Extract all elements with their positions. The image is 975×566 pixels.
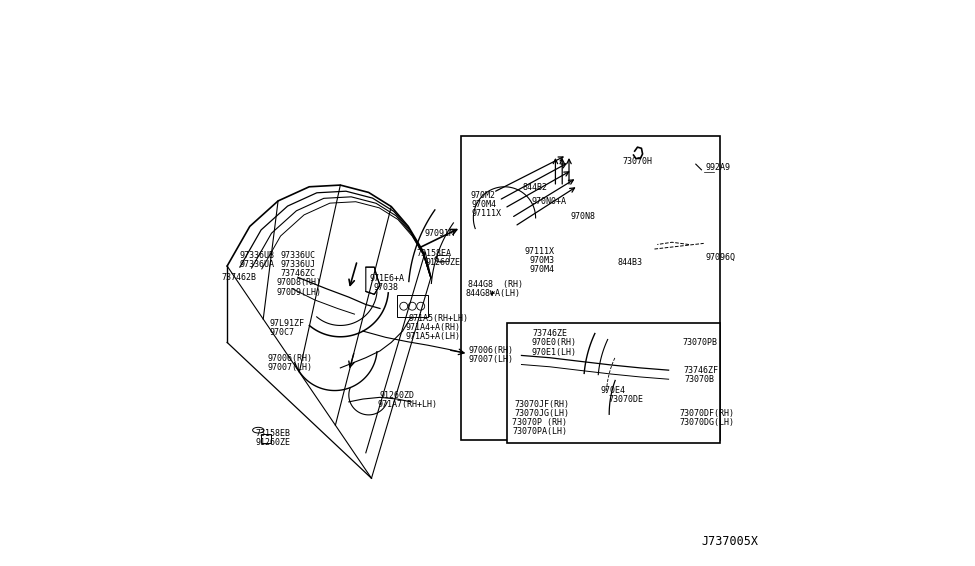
Bar xyxy=(531,355,540,362)
Text: 97111X: 97111X xyxy=(525,247,555,256)
Bar xyxy=(692,237,714,253)
Text: 970E4: 970E4 xyxy=(601,386,626,395)
Text: 970C7: 970C7 xyxy=(270,328,294,337)
Text: 97006(RH): 97006(RH) xyxy=(268,354,313,363)
Text: 970E1(LH): 970E1(LH) xyxy=(531,348,576,357)
Bar xyxy=(488,277,503,289)
Text: 73070B: 73070B xyxy=(684,375,715,384)
Text: 97006(RH): 97006(RH) xyxy=(468,346,513,355)
Bar xyxy=(706,152,713,155)
Text: 970E0(RH): 970E0(RH) xyxy=(531,338,576,348)
Bar xyxy=(261,434,271,443)
Text: 73070DG(LH): 73070DG(LH) xyxy=(680,418,735,427)
Bar xyxy=(680,375,703,381)
Text: 970M2: 970M2 xyxy=(471,191,495,200)
Text: 970N8: 970N8 xyxy=(570,212,595,221)
Text: 73070PA(LH): 73070PA(LH) xyxy=(513,427,567,436)
Text: 844B3: 844B3 xyxy=(618,258,643,267)
Text: 97L91ZF: 97L91ZF xyxy=(270,319,304,328)
Polygon shape xyxy=(366,267,380,294)
Text: 970D8(RH): 970D8(RH) xyxy=(277,278,322,288)
Text: 970M4: 970M4 xyxy=(529,265,555,274)
Ellipse shape xyxy=(523,201,539,211)
Text: 73070P (RH): 73070P (RH) xyxy=(513,418,567,427)
Ellipse shape xyxy=(435,255,448,262)
Text: 97038: 97038 xyxy=(373,283,398,292)
Text: 91260ZD: 91260ZD xyxy=(380,391,415,400)
Polygon shape xyxy=(701,155,717,182)
Text: 73158EB: 73158EB xyxy=(255,429,291,438)
Text: 992A9: 992A9 xyxy=(706,163,731,172)
Text: 97336UB: 97336UB xyxy=(240,251,275,260)
Bar xyxy=(507,323,720,443)
Text: 970N0+A: 970N0+A xyxy=(531,197,566,206)
Text: 73746ZE: 73746ZE xyxy=(532,329,567,338)
Text: 844G8+A(LH): 844G8+A(LH) xyxy=(466,289,521,298)
Text: 73070PB: 73070PB xyxy=(682,338,718,348)
Text: 73158EA: 73158EA xyxy=(416,249,451,258)
Ellipse shape xyxy=(682,366,695,372)
Text: 970M4: 970M4 xyxy=(472,200,496,209)
Ellipse shape xyxy=(685,341,699,349)
Bar xyxy=(465,192,479,199)
Text: 73070H: 73070H xyxy=(622,157,652,166)
Bar xyxy=(657,375,691,404)
Text: 73070JF(RH): 73070JF(RH) xyxy=(514,400,569,409)
Text: 844G8  (RH): 844G8 (RH) xyxy=(468,280,524,289)
Text: 91260ZE: 91260ZE xyxy=(255,438,291,447)
Bar xyxy=(466,201,478,207)
Text: 73746ZF: 73746ZF xyxy=(683,366,719,375)
Bar xyxy=(560,360,568,367)
Text: 91260ZE: 91260ZE xyxy=(425,258,460,267)
Bar xyxy=(545,359,555,366)
Bar xyxy=(622,239,649,260)
Text: 97111X: 97111X xyxy=(472,209,502,218)
Text: 971A5(RH+LH): 971A5(RH+LH) xyxy=(409,314,468,323)
Text: 97336UA: 97336UA xyxy=(240,260,275,269)
Text: J737005X: J737005X xyxy=(701,535,758,548)
Text: 971E6+A: 971E6+A xyxy=(370,274,405,283)
Text: 97336UC: 97336UC xyxy=(281,251,316,260)
Text: 97007(LH): 97007(LH) xyxy=(268,363,313,372)
Text: 97091M: 97091M xyxy=(424,229,454,238)
Text: 971A7(RH+LH): 971A7(RH+LH) xyxy=(377,400,437,409)
Text: 73070DF(RH): 73070DF(RH) xyxy=(680,409,735,418)
Bar xyxy=(598,387,609,395)
Bar xyxy=(397,295,428,317)
Text: 971A5+A(LH): 971A5+A(LH) xyxy=(406,332,461,341)
Text: 844B2: 844B2 xyxy=(523,183,548,192)
Bar xyxy=(662,378,686,401)
Text: 971A4+A(RH): 971A4+A(RH) xyxy=(406,323,461,332)
Bar xyxy=(437,255,449,261)
Text: 73746ZC: 73746ZC xyxy=(281,269,316,278)
Text: 73070DE: 73070DE xyxy=(608,395,644,404)
Ellipse shape xyxy=(253,427,264,433)
Bar xyxy=(618,235,654,263)
Text: 970M3: 970M3 xyxy=(529,256,555,265)
Text: 97096Q: 97096Q xyxy=(706,252,736,261)
Text: 97336UJ: 97336UJ xyxy=(281,260,316,269)
Text: 73070JG(LH): 73070JG(LH) xyxy=(514,409,569,418)
Text: 970D9(LH): 970D9(LH) xyxy=(277,288,322,297)
Text: 737462B: 737462B xyxy=(221,273,256,282)
Text: 97007(LH): 97007(LH) xyxy=(468,355,513,365)
Bar xyxy=(689,234,718,256)
Bar xyxy=(461,136,720,440)
